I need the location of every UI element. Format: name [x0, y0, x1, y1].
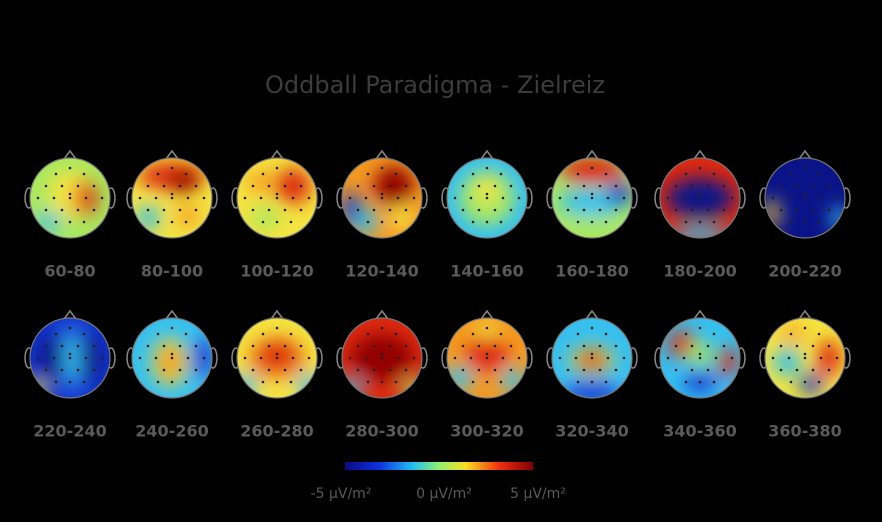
map-label: 200-220 — [768, 262, 841, 281]
scalp-field — [660, 158, 740, 238]
colorbar — [345, 462, 533, 470]
nose — [165, 149, 179, 160]
map-label: 220-240 — [33, 422, 106, 441]
nose — [585, 149, 599, 160]
scalp-field — [237, 318, 317, 398]
nose — [693, 309, 707, 320]
nose — [480, 149, 494, 160]
head-outline — [131, 317, 213, 399]
topo-map — [759, 309, 851, 399]
nose — [375, 309, 389, 320]
head-outline — [659, 157, 741, 239]
map-label: 100-120 — [240, 262, 313, 281]
head-outline — [551, 317, 633, 399]
nose — [270, 149, 284, 160]
head-outline — [551, 157, 633, 239]
topo-map — [231, 149, 323, 239]
topo-map — [441, 149, 533, 239]
map-label: 320-340 — [555, 422, 628, 441]
nose — [375, 149, 389, 160]
head-outline — [659, 317, 741, 399]
head-outline — [29, 317, 111, 399]
head-outline — [446, 317, 528, 399]
topo-map — [24, 149, 116, 239]
map-label: 360-380 — [768, 422, 841, 441]
scalp-field — [132, 158, 212, 238]
scalp-field — [552, 318, 632, 398]
head-outline — [236, 317, 318, 399]
map-label: 240-260 — [135, 422, 208, 441]
topo-map — [546, 309, 638, 399]
nose — [585, 309, 599, 320]
map-label: 300-320 — [450, 422, 523, 441]
nose — [480, 309, 494, 320]
topo-map — [126, 149, 218, 239]
topo-map — [546, 149, 638, 239]
map-label: 80-100 — [141, 262, 203, 281]
nose — [798, 149, 812, 160]
scalp-field — [552, 158, 632, 238]
head-outline — [236, 157, 318, 239]
nose — [63, 309, 77, 320]
title: Oddball Paradigma - Zielreiz — [265, 71, 605, 99]
map-label: 140-160 — [450, 262, 523, 281]
map-label: 280-300 — [345, 422, 418, 441]
topo-map — [231, 309, 323, 399]
nose — [165, 309, 179, 320]
topo-map — [654, 309, 746, 399]
map-label: 340-360 — [663, 422, 736, 441]
topo-map — [24, 309, 116, 399]
colorbar-label: 0 µV/m² — [416, 486, 472, 502]
scalp-field — [660, 318, 740, 398]
head-outline — [341, 317, 423, 399]
map-label: 180-200 — [663, 262, 736, 281]
scalp-field — [237, 158, 317, 238]
scalp-field — [447, 158, 527, 238]
nose — [693, 149, 707, 160]
head-outline — [764, 157, 846, 239]
head-outline — [764, 317, 846, 399]
topo-map — [126, 309, 218, 399]
head-outline — [131, 157, 213, 239]
head-outline — [341, 157, 423, 239]
nose — [798, 309, 812, 320]
colorbar-label: -5 µV/m² — [311, 486, 372, 502]
scalp-field — [765, 318, 845, 398]
nose — [270, 309, 284, 320]
map-label: 160-180 — [555, 262, 628, 281]
colorbar-label: 5 µV/m² — [510, 486, 566, 502]
topo-map — [654, 149, 746, 239]
head-outline — [29, 157, 111, 239]
nose — [63, 149, 77, 160]
map-label: 60-80 — [44, 262, 95, 281]
scalp-field — [132, 318, 212, 398]
scalp-field — [30, 318, 110, 398]
map-label: 260-280 — [240, 422, 313, 441]
map-label: 120-140 — [345, 262, 418, 281]
head-outline — [446, 157, 528, 239]
